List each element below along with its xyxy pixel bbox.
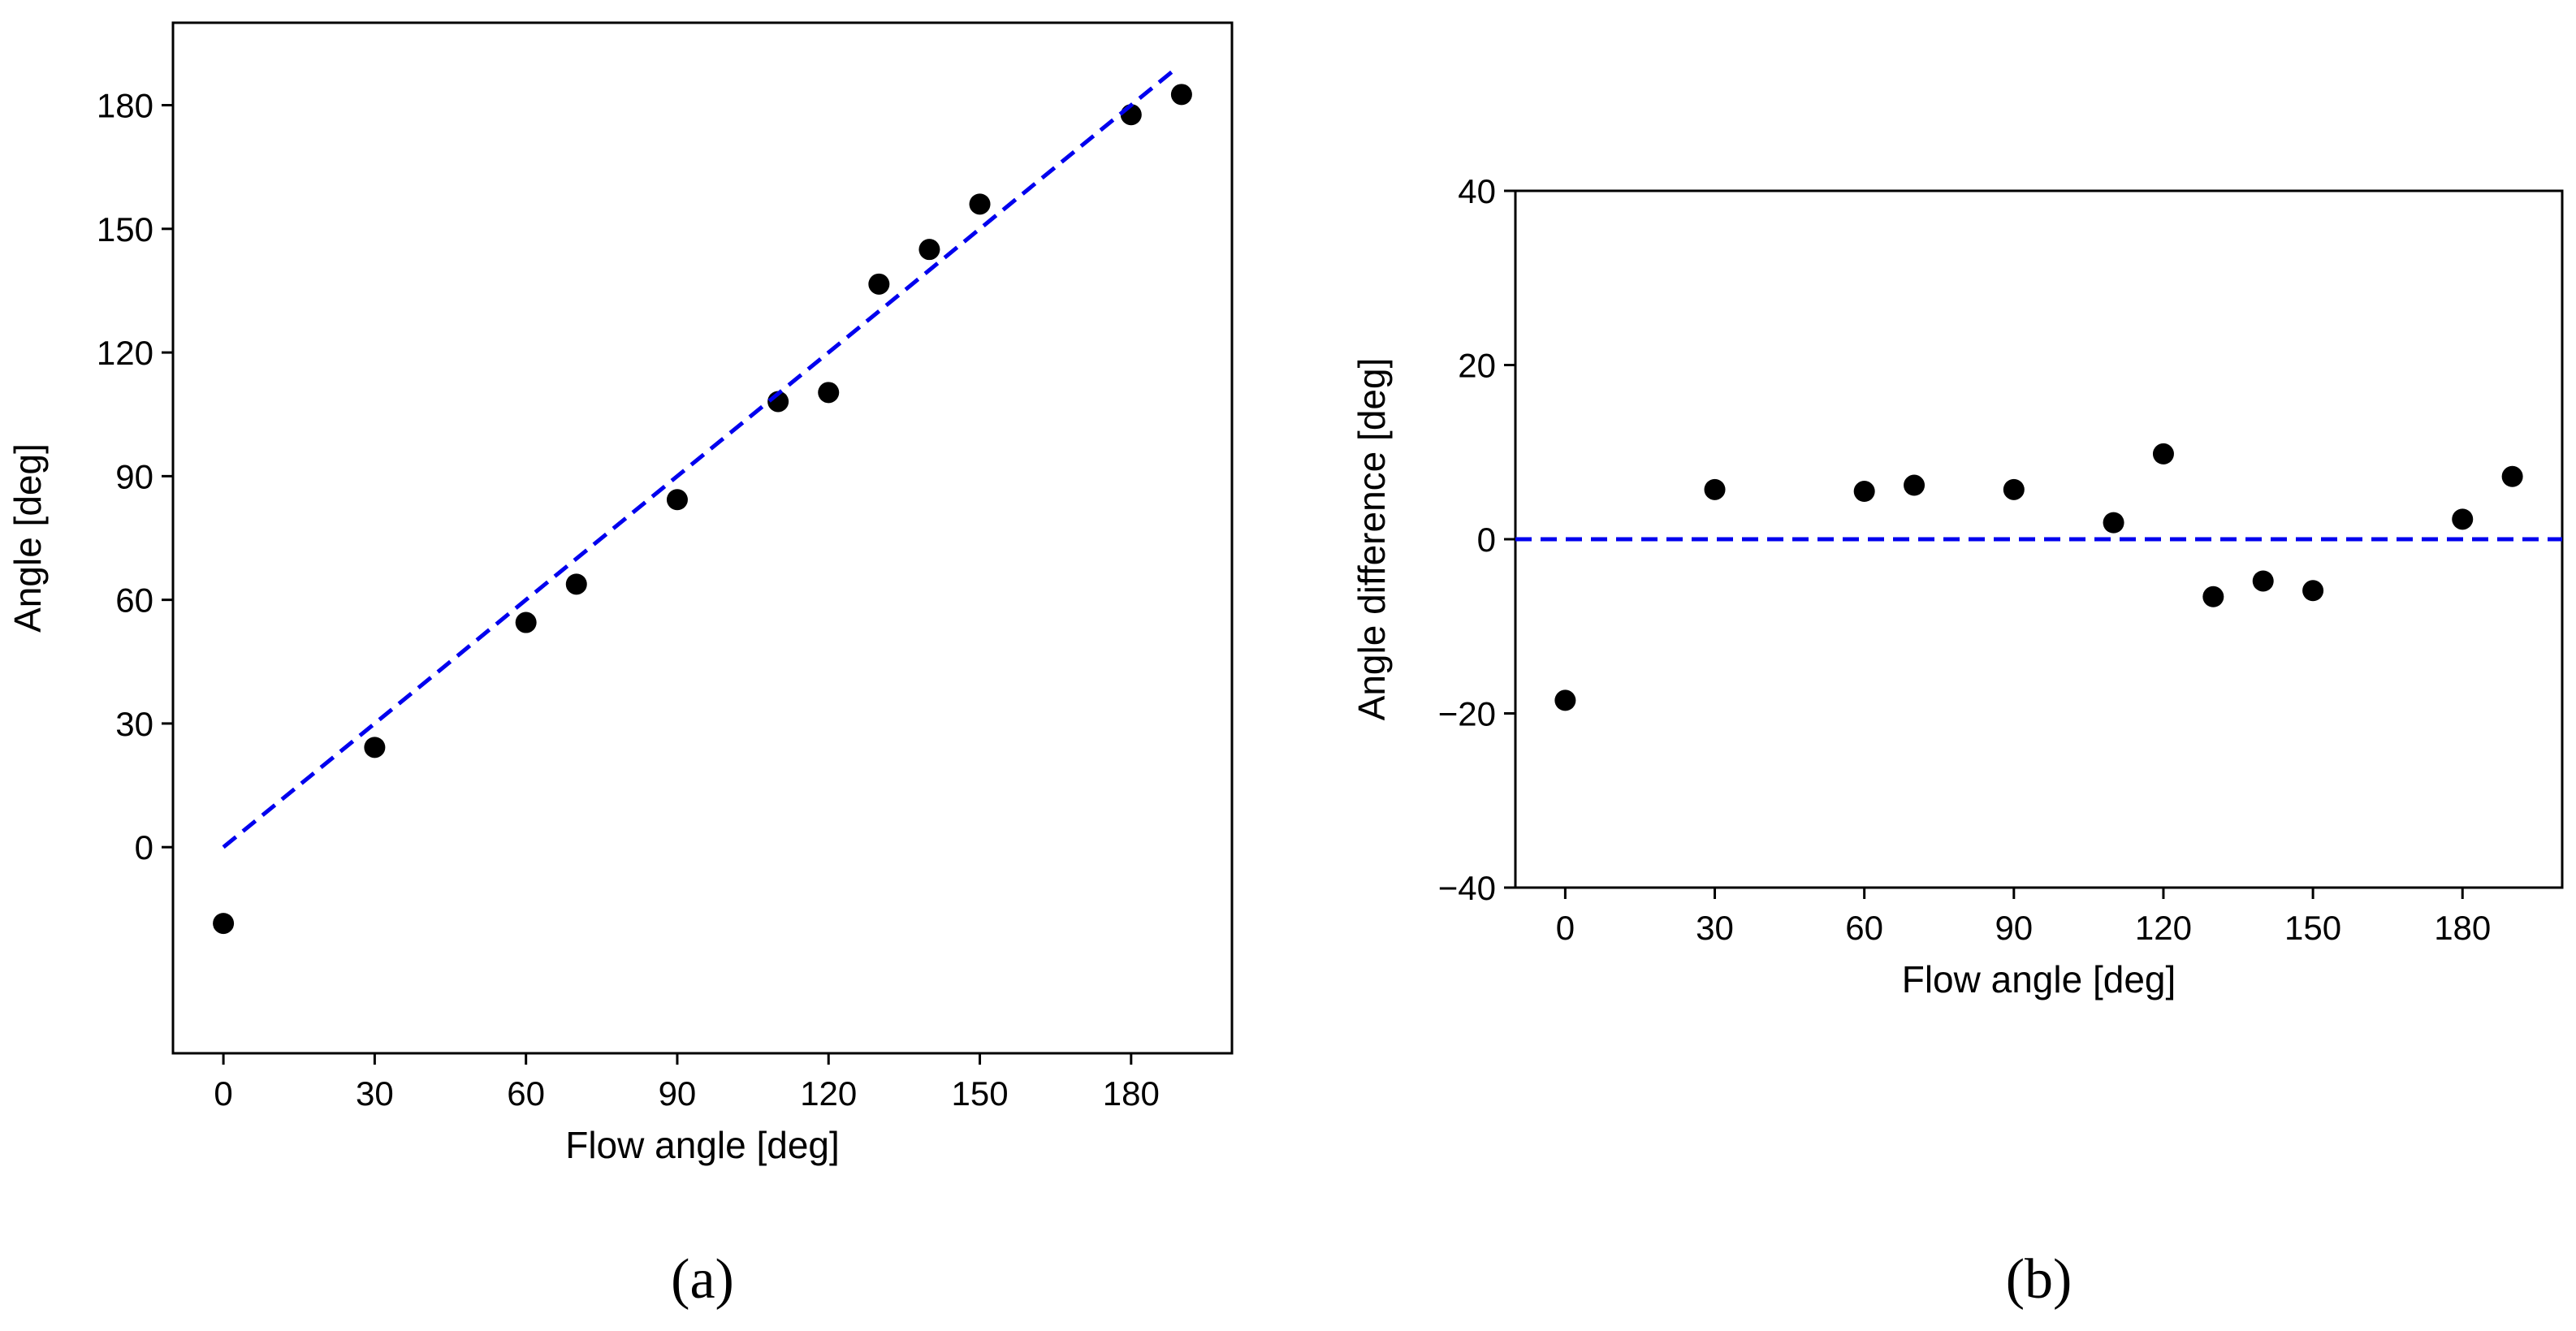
chart-b-x-tick-label: 150	[2284, 909, 2341, 947]
chart-b-angle-difference: 0 30 60 90 120 150 180 −40 −20 0 20 40 Flow angle [d…	[1351, 172, 2564, 1311]
chart-b-y-tick-label: 40	[1458, 172, 1496, 210]
chart-a-data-point	[969, 193, 991, 215]
chart-b-data-point	[2202, 586, 2224, 607]
chart-b-x-tick-label: 30	[1696, 909, 1734, 947]
chart-a-y-tick-label: 180	[97, 87, 153, 125]
chart-b-data-point	[2302, 580, 2324, 602]
chart-a-x-tick-label: 120	[800, 1074, 857, 1113]
chart-a-data-point	[868, 273, 890, 295]
chart-a-y-tick-label: 30	[115, 705, 153, 743]
chart-b-data-point	[2003, 478, 2025, 500]
chart-a-reference-dashed-line	[222, 66, 1178, 849]
chart-a-data-point	[565, 573, 587, 595]
chart-a-x-axis-label: Flow angle [deg]	[565, 1124, 840, 1166]
chart-a-data-point	[213, 913, 235, 935]
chart-b-data-point	[2501, 465, 2523, 487]
chart-b-data-point	[2252, 570, 2274, 592]
chart-a-panel-caption: (a)	[671, 1248, 734, 1311]
chart-b-y-tick-label: 0	[1477, 521, 1496, 559]
chart-a-y-axis-label: Angle [deg]	[6, 443, 49, 633]
chart-b-x-axis-label: Flow angle [deg]	[1902, 958, 2176, 1000]
chart-b-y-tick-label: −20	[1438, 695, 1496, 733]
chart-a-x-tick-label: 150	[951, 1074, 1008, 1113]
chart-a-x-tick-label: 60	[507, 1074, 545, 1113]
chart-b-x-tick-label: 120	[2135, 909, 2192, 947]
chart-a-x-tick-label: 180	[1103, 1074, 1160, 1113]
chart-a-data-point	[818, 382, 840, 404]
chart-a-data-point	[918, 239, 940, 261]
chart-b-data-point	[2452, 508, 2474, 530]
chart-a-y-tick-label: 90	[115, 457, 153, 495]
chart-b-x-tick-label: 90	[1995, 909, 2033, 947]
chart-a-data-point	[666, 489, 688, 511]
chart-a-data-point	[1170, 84, 1192, 106]
chart-b-data-point	[1554, 689, 1576, 711]
chart-a-x-tick-label: 0	[214, 1074, 232, 1113]
chart-a-y-tick-label: 150	[97, 210, 153, 248]
chart-b-data-point	[1853, 481, 1875, 503]
chart-a-data-point	[364, 737, 386, 758]
chart-b-y-tick-label: 20	[1458, 347, 1496, 385]
chart-a-data-point	[515, 611, 537, 633]
chart-b-y-axis-label: Angle difference [deg]	[1351, 358, 1393, 721]
chart-b-panel-caption: (b)	[2006, 1248, 2072, 1311]
chart-b-data-point	[1904, 474, 1926, 496]
chart-b-data-point	[2103, 512, 2124, 534]
chart-b-data-point	[2152, 443, 2174, 465]
chart-a-angle-vs-flow: 0 30 60 90 120 150 180 0 30 60 90 120 150 180 Flow ang…	[6, 21, 1234, 1311]
chart-a-x-tick-label: 30	[356, 1074, 394, 1113]
chart-a-y-tick-label: 120	[97, 334, 153, 372]
chart-a-y-tick-label: 60	[115, 581, 153, 620]
chart-a-plot-frame	[171, 21, 1234, 1055]
chart-b-data-point	[1704, 478, 1726, 500]
chart-a-y-tick-label: 0	[135, 828, 153, 866]
chart-b-y-tick-label: −40	[1438, 869, 1496, 907]
chart-a-x-tick-label: 90	[659, 1074, 697, 1113]
chart-b-x-tick-label: 60	[1845, 909, 1883, 947]
chart-b-x-tick-label: 180	[2434, 909, 2491, 947]
chart-b-x-tick-label: 0	[1556, 909, 1575, 947]
